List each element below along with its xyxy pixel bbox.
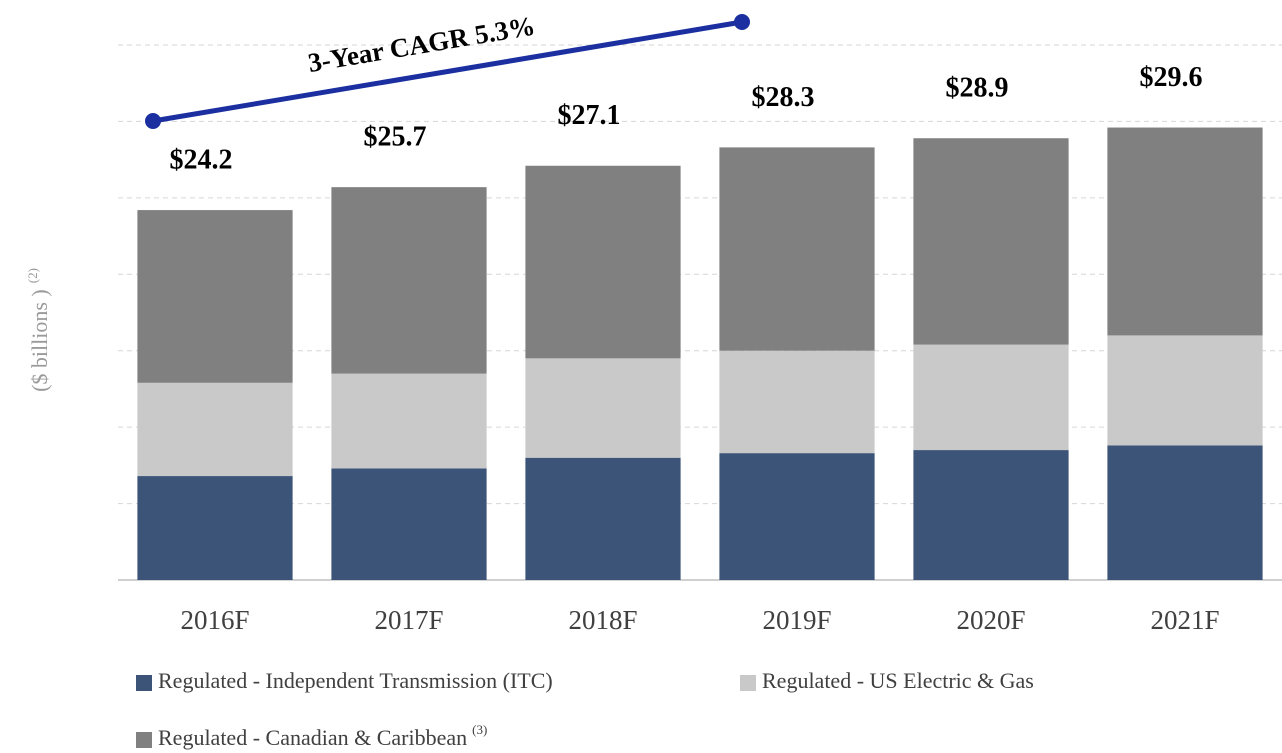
bar-segment [1107,127,1263,336]
x-tick-label: 2018F [568,605,637,635]
bar-segment [331,373,487,469]
bar-segment [1107,335,1263,446]
legend-label: Regulated - Canadian & Caribbean (3) [158,722,487,750]
legend-note: (3) [472,722,487,737]
bar-segment [913,344,1069,451]
cagr-dot [145,113,161,129]
grid [118,44,1282,581]
legend: Regulated - Independent Transmission (IT… [136,668,1034,750]
bar-segment [719,147,875,351]
y-axis-title: ($ billions ) (2) [25,268,52,392]
cagr-text: 3-Year CAGR 5.3% [306,10,538,78]
total-label: $24.2 [170,145,233,176]
legend-swatch [136,732,152,748]
legend-label: Regulated - Independent Transmission (IT… [158,668,553,693]
bar-segment [331,468,487,580]
bar-segment [525,457,681,580]
y-label-note: (2) [25,268,40,283]
legend-name: Regulated - Canadian & Caribbean [158,725,467,750]
bar-segment [137,382,293,477]
legend-name: Regulated - US Electric & Gas [762,668,1034,693]
total-label: $25.7 [364,122,427,153]
x-tick-label: 2017F [374,605,443,635]
total-label: $28.9 [946,73,1009,104]
cagr-dot [734,14,750,30]
x-tick-label: 2019F [762,605,831,635]
x-tick-label: 2020F [956,605,1025,635]
x-tick-label: 2016F [180,605,249,635]
legend-label: Regulated - US Electric & Gas [762,668,1034,693]
legend-swatch [740,675,756,691]
bar-segment [719,453,875,580]
legend-swatch [136,675,152,691]
bar-segment [525,358,681,458]
bar-segment [913,138,1069,345]
total-label: $27.1 [558,100,621,131]
y-label-text: ($ billions ) [27,289,52,392]
bar-segment [1107,445,1263,580]
bars: $24.2 2016F $25.7 2017F $27.1 2018F $28.3 2019F… [137,62,1263,635]
y-label: ($ billions ) (2) [25,268,52,392]
bar-segment [913,450,1069,580]
bar-segment [331,187,487,374]
bar-segment [525,165,681,359]
cagr-line [152,19,743,124]
bar-segment [719,350,875,454]
cagr-annotation: 3-Year CAGR 5.3% [145,10,750,129]
total-label: $29.6 [1140,62,1203,93]
x-tick-label: 2021F [1150,605,1219,635]
bar-segment [137,476,293,580]
total-label: $28.3 [752,82,815,113]
bar-segment [137,210,293,383]
legend-name: Regulated - Independent Transmission (IT… [158,668,553,693]
